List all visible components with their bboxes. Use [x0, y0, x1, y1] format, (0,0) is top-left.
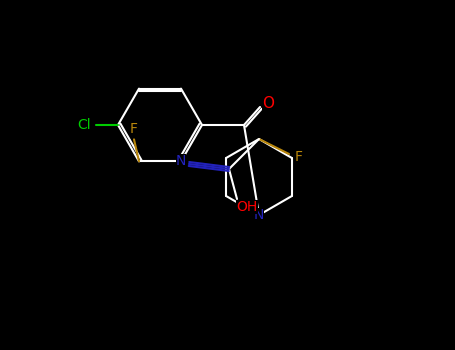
Text: N: N [254, 208, 264, 222]
Text: Cl: Cl [77, 118, 91, 132]
Text: F: F [130, 122, 138, 136]
Text: N: N [176, 154, 186, 168]
Text: O: O [262, 97, 274, 112]
Text: OH: OH [237, 200, 258, 214]
Text: F: F [295, 150, 303, 164]
